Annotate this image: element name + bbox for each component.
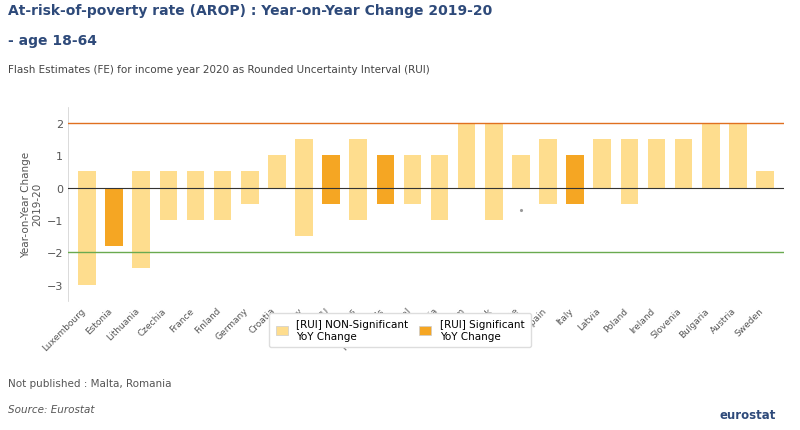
Bar [702, 124, 719, 188]
Bar [485, 124, 502, 220]
Bar [458, 124, 475, 188]
Text: Flash Estimates (FE) for income year 2020 as Rounded Uncertainty Interval (RUI): Flash Estimates (FE) for income year 202… [8, 64, 430, 74]
Bar [430, 156, 448, 220]
Bar [648, 140, 666, 188]
Bar [214, 172, 231, 220]
Legend: [RUI] NON-Significant
YoY Change, [RUI] Significant
YoY Change: [RUI] NON-Significant YoY Change, [RUI] … [270, 313, 530, 347]
Bar [133, 172, 150, 269]
Bar [322, 156, 340, 204]
Text: At-risk-of-poverty rate (AROP) : Year-on-Year Change 2019-20: At-risk-of-poverty rate (AROP) : Year-on… [8, 4, 492, 18]
Bar [377, 156, 394, 204]
Bar [350, 140, 367, 220]
Text: Source: Eurostat: Source: Eurostat [8, 404, 94, 414]
Bar [295, 140, 313, 236]
Bar [512, 156, 530, 188]
Bar [159, 172, 177, 220]
Text: eurostat: eurostat [720, 408, 776, 421]
Bar [675, 140, 693, 188]
Bar [539, 140, 557, 204]
Bar [78, 172, 96, 285]
Bar [729, 124, 746, 188]
Y-axis label: Year-on-Year Change
2019-20: Year-on-Year Change 2019-20 [21, 151, 42, 257]
Bar [566, 156, 584, 204]
Bar [106, 188, 123, 246]
Bar [268, 156, 286, 188]
Bar [241, 172, 258, 204]
Bar [621, 140, 638, 204]
Bar [756, 172, 774, 188]
Text: - age 18-64: - age 18-64 [8, 34, 97, 48]
Bar [594, 140, 611, 188]
Bar [404, 156, 422, 204]
Text: Not published : Malta, Romania: Not published : Malta, Romania [8, 378, 171, 388]
Bar [186, 172, 204, 220]
